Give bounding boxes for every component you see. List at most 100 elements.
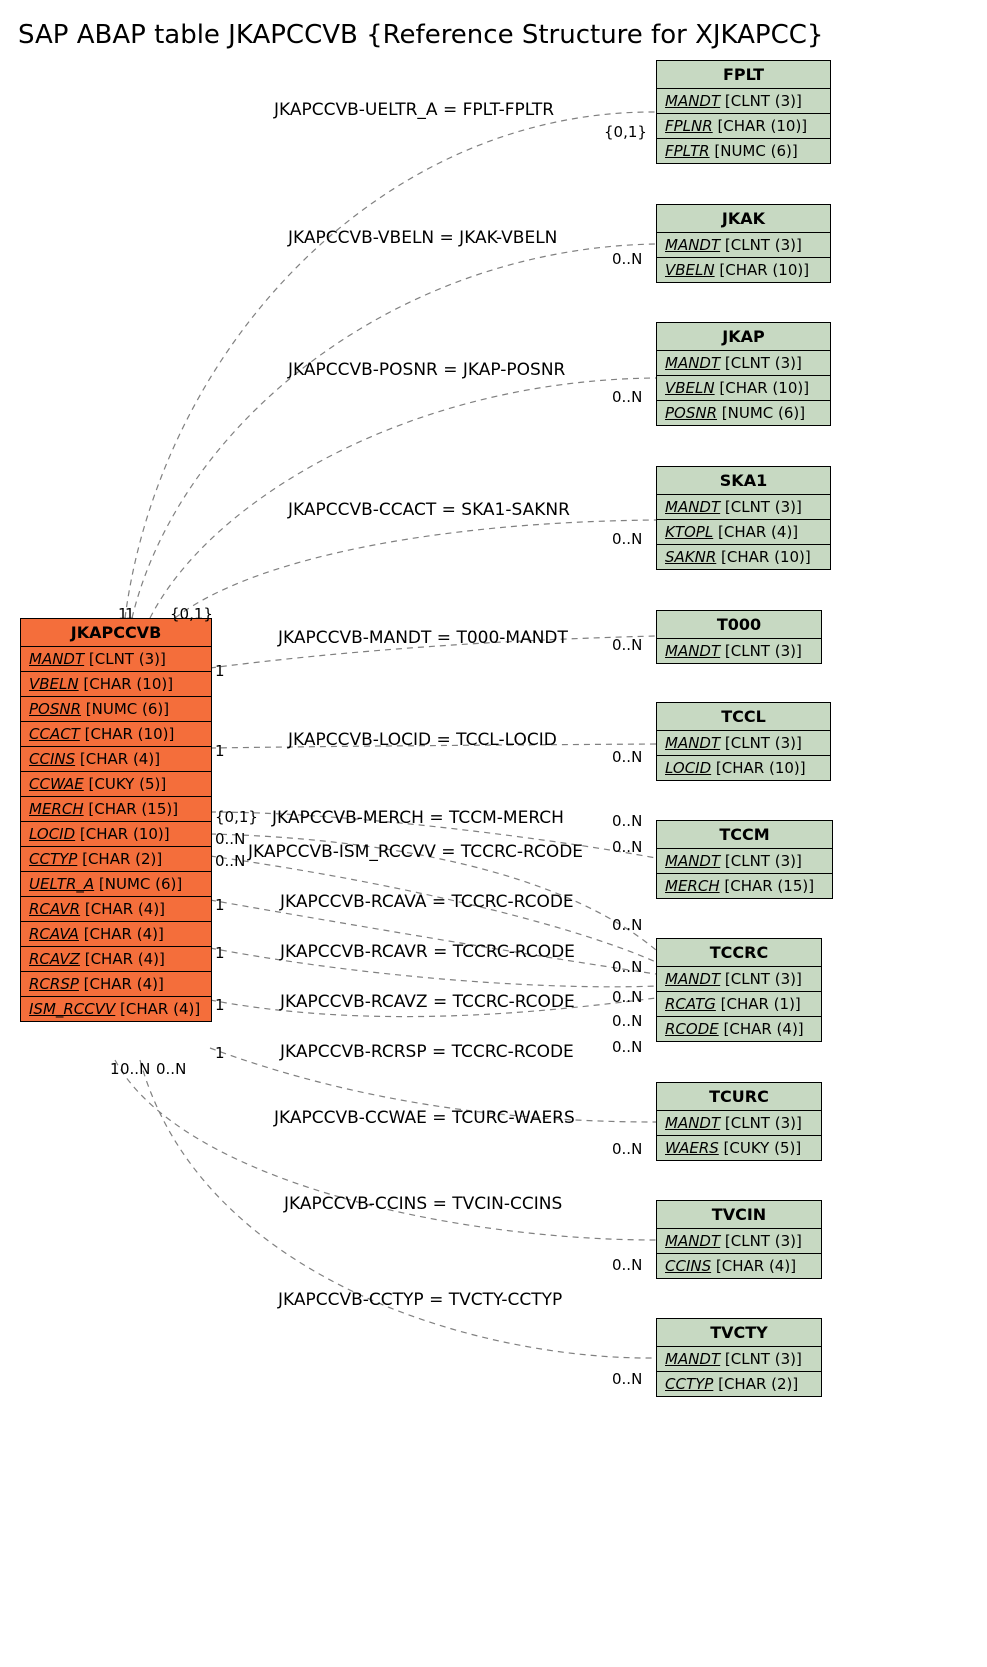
- cardinality-src: {0,1}: [170, 605, 213, 623]
- edge-label: JKAPCCVB-CCTYP = TVCTY-CCTYP: [278, 1290, 562, 1310]
- cardinality-dst: 0..N: [612, 636, 642, 654]
- cardinality-src: 1: [215, 944, 225, 962]
- edge-label: JKAPCCVB-RCRSP = TCCRC-RCODE: [280, 1042, 574, 1062]
- field-row: CCTYP [CHAR (2)]: [21, 847, 211, 872]
- field-row: MANDT [CLNT (3)]: [657, 351, 830, 376]
- field-row: POSNR [NUMC (6)]: [21, 697, 211, 722]
- field-row: SAKNR [CHAR (10)]: [657, 545, 830, 569]
- cardinality-src: 1: [110, 1060, 120, 1078]
- field-row: LOCID [CHAR (10)]: [21, 822, 211, 847]
- entity-header: TVCIN: [657, 1201, 821, 1229]
- cardinality-dst: 0..N: [612, 812, 642, 830]
- edge-label: JKAPCCVB-MERCH = TCCM-MERCH: [272, 808, 564, 828]
- field-row: RCATG [CHAR (1)]: [657, 992, 821, 1017]
- cardinality-dst: 0..N: [612, 1256, 642, 1274]
- field-row: RCAVR [CHAR (4)]: [21, 897, 211, 922]
- entity-header: FPLT: [657, 61, 830, 89]
- entity-header: JKAK: [657, 205, 830, 233]
- field-row: ISM_RCCVV [CHAR (4)]: [21, 997, 211, 1021]
- cardinality-src: 1: [215, 662, 225, 680]
- field-row: MANDT [CLNT (3)]: [657, 639, 821, 663]
- entity-tvcty: TVCTYMANDT [CLNT (3)]CCTYP [CHAR (2)]: [656, 1318, 822, 1397]
- field-row: FPLNR [CHAR (10)]: [657, 114, 830, 139]
- field-row: POSNR [NUMC (6)]: [657, 401, 830, 425]
- field-row: RCODE [CHAR (4)]: [657, 1017, 821, 1041]
- field-row: MANDT [CLNT (3)]: [657, 233, 830, 258]
- edge-label: JKAPCCVB-CCWAE = TCURC-WAERS: [274, 1108, 575, 1128]
- field-row: CCACT [CHAR (10)]: [21, 722, 211, 747]
- entity-header: TCCM: [657, 821, 832, 849]
- cardinality-dst: {0,1}: [604, 123, 647, 141]
- cardinality-dst: 0..N: [612, 916, 642, 934]
- cardinality-dst: 0..N: [612, 530, 642, 548]
- field-row: MANDT [CLNT (3)]: [657, 731, 830, 756]
- field-row: FPLTR [NUMC (6)]: [657, 139, 830, 163]
- edge-label: JKAPCCVB-UELTR_A = FPLT-FPLTR: [274, 100, 554, 120]
- field-row: RCRSP [CHAR (4)]: [21, 972, 211, 997]
- cardinality-dst: 0..N: [612, 1012, 642, 1030]
- cardinality-src: 0..N: [215, 830, 245, 848]
- entity-header: TCCRC: [657, 939, 821, 967]
- edge-label: JKAPCCVB-RCAVZ = TCCRC-RCODE: [280, 992, 575, 1012]
- entity-tccm: TCCMMANDT [CLNT (3)]MERCH [CHAR (15)]: [656, 820, 833, 899]
- field-row: MANDT [CLNT (3)]: [657, 1347, 821, 1372]
- cardinality-src: 1: [215, 996, 225, 1014]
- field-row: VBELN [CHAR (10)]: [21, 672, 211, 697]
- field-row: MERCH [CHAR (15)]: [657, 874, 832, 898]
- field-row: MANDT [CLNT (3)]: [657, 1111, 821, 1136]
- edge-label: JKAPCCVB-LOCID = TCCL-LOCID: [288, 730, 557, 750]
- cardinality-dst: 0..N: [612, 250, 642, 268]
- field-row: CCTYP [CHAR (2)]: [657, 1372, 821, 1396]
- entity-jkak: JKAKMANDT [CLNT (3)]VBELN [CHAR (10)]: [656, 204, 831, 283]
- entity-header: T000: [657, 611, 821, 639]
- field-row: KTOPL [CHAR (4)]: [657, 520, 830, 545]
- cardinality-src: 0..N: [120, 1060, 150, 1078]
- entity-tcurc: TCURCMANDT [CLNT (3)]WAERS [CUKY (5)]: [656, 1082, 822, 1161]
- field-row: VBELN [CHAR (10)]: [657, 376, 830, 401]
- cardinality-dst: 0..N: [612, 748, 642, 766]
- cardinality-dst: 0..N: [612, 838, 642, 856]
- entity-tccrc: TCCRCMANDT [CLNT (3)]RCATG [CHAR (1)]RCO…: [656, 938, 822, 1042]
- edge-label: JKAPCCVB-RCAVA = TCCRC-RCODE: [280, 892, 574, 912]
- page-title: SAP ABAP table JKAPCCVB {Reference Struc…: [18, 20, 823, 50]
- field-row: VBELN [CHAR (10)]: [657, 258, 830, 282]
- cardinality-dst: 0..N: [612, 1140, 642, 1158]
- cardinality-src: 1: [125, 605, 135, 623]
- field-row: CCWAE [CUKY (5)]: [21, 772, 211, 797]
- cardinality-dst: 0..N: [612, 388, 642, 406]
- edge-label: JKAPCCVB-RCAVR = TCCRC-RCODE: [280, 942, 575, 962]
- cardinality-src: 1: [215, 1044, 225, 1062]
- cardinality-src: 0..N: [156, 1060, 186, 1078]
- entity-header: TCCL: [657, 703, 830, 731]
- entity-fplt: FPLTMANDT [CLNT (3)]FPLNR [CHAR (10)]FPL…: [656, 60, 831, 164]
- field-row: CCINS [CHAR (4)]: [21, 747, 211, 772]
- entity-ska1: SKA1MANDT [CLNT (3)]KTOPL [CHAR (4)]SAKN…: [656, 466, 831, 570]
- entity-header: TCURC: [657, 1083, 821, 1111]
- edge-path: [132, 244, 656, 618]
- edge-path: [175, 520, 656, 618]
- cardinality-src: {0,1}: [215, 808, 258, 826]
- cardinality-dst: 0..N: [612, 988, 642, 1006]
- field-row: LOCID [CHAR (10)]: [657, 756, 830, 780]
- field-row: MANDT [CLNT (3)]: [21, 647, 211, 672]
- field-row: CCINS [CHAR (4)]: [657, 1254, 821, 1278]
- entity-jkap: JKAPMANDT [CLNT (3)]VBELN [CHAR (10)]POS…: [656, 322, 831, 426]
- entity-header: JKAP: [657, 323, 830, 351]
- entity-header: TVCTY: [657, 1319, 821, 1347]
- field-row: WAERS [CUKY (5)]: [657, 1136, 821, 1160]
- edge-path: [150, 378, 656, 618]
- edge-label: JKAPCCVB-CCACT = SKA1-SAKNR: [288, 500, 570, 520]
- cardinality-dst: 0..N: [612, 958, 642, 976]
- cardinality-src: 1: [215, 896, 225, 914]
- entity-tvcin: TVCINMANDT [CLNT (3)]CCINS [CHAR (4)]: [656, 1200, 822, 1279]
- edge-label: JKAPCCVB-VBELN = JKAK-VBELN: [288, 228, 557, 248]
- entity-tccl: TCCLMANDT [CLNT (3)]LOCID [CHAR (10)]: [656, 702, 831, 781]
- cardinality-dst: 0..N: [612, 1038, 642, 1056]
- field-row: MANDT [CLNT (3)]: [657, 495, 830, 520]
- edge-label: JKAPCCVB-MANDT = T000-MANDT: [278, 628, 568, 648]
- edge-label: JKAPCCVB-CCINS = TVCIN-CCINS: [284, 1194, 562, 1214]
- field-row: MANDT [CLNT (3)]: [657, 1229, 821, 1254]
- field-row: MANDT [CLNT (3)]: [657, 849, 832, 874]
- entity-jkapccvb: JKAPCCVBMANDT [CLNT (3)]VBELN [CHAR (10)…: [20, 618, 212, 1022]
- field-row: MERCH [CHAR (15)]: [21, 797, 211, 822]
